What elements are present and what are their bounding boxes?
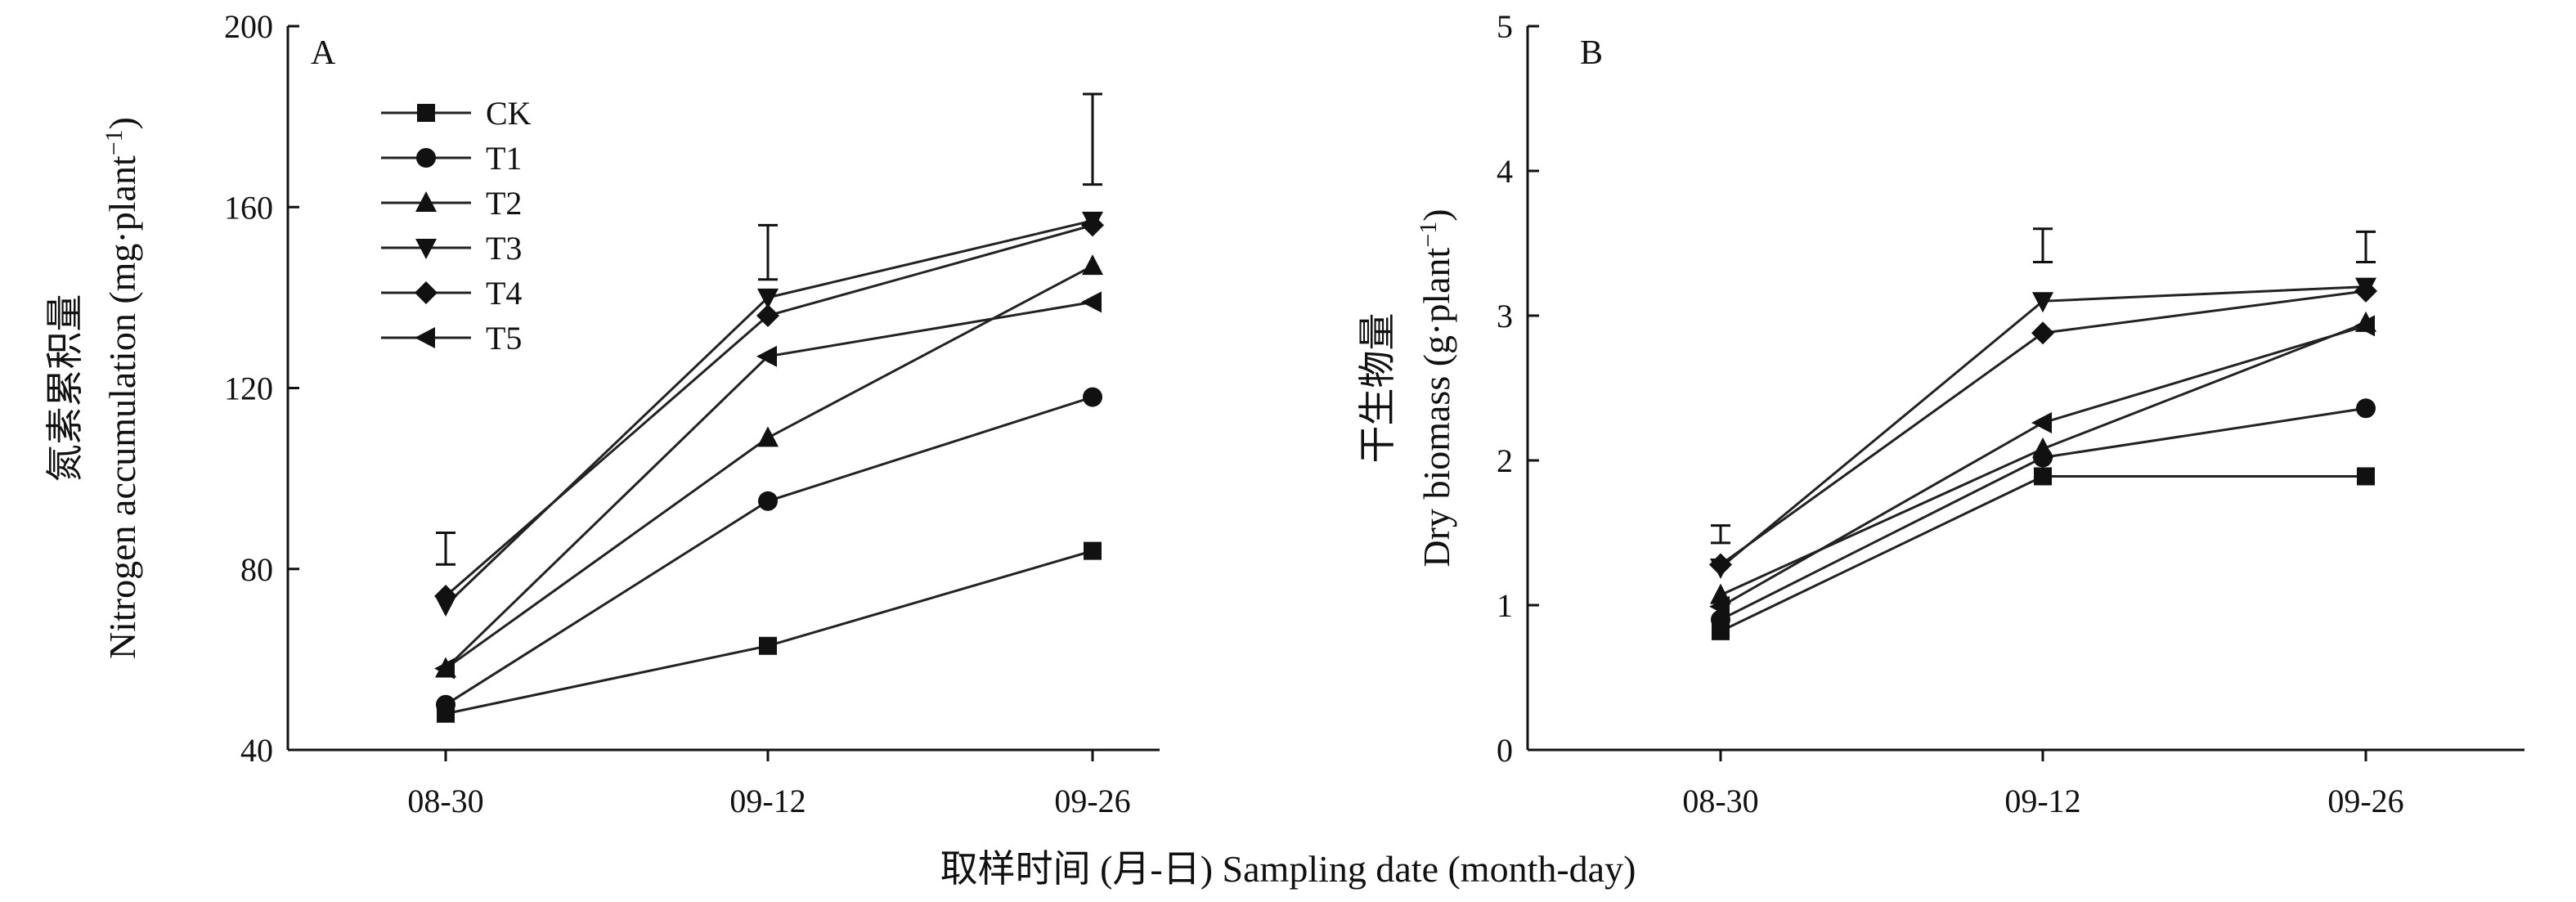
y-axis-label-en: Dry biomass (g·plant−1) (1415, 209, 1457, 567)
legend-label: T1 (486, 140, 522, 177)
y-tick-label: 120 (224, 370, 273, 407)
x-tick-label: 09-12 (2004, 783, 2080, 819)
y-tick-label: 3 (1497, 298, 1513, 334)
marker-t2-2 (1082, 254, 1103, 276)
y-tick-label: 1 (1497, 587, 1513, 624)
y-tick-label: 0 (1497, 732, 1513, 769)
marker-t1-2 (2356, 398, 2376, 419)
x-tick-label: 09-26 (1054, 783, 1130, 819)
legend: CK T1 T2 T3 T4 T5 (381, 95, 532, 357)
error-bar-08-30 (1711, 524, 1730, 545)
panel-b: 0 1 2 3 4 5 08-30 09-12 09-26 B 干生物量 Dry biomass (g… (1357, 8, 2524, 819)
series-ck (437, 541, 1102, 723)
error-bar-09-26 (1083, 92, 1102, 186)
series-t2 (1710, 311, 2376, 604)
marker-t4-0 (434, 584, 457, 608)
y-tick-label: 2 (1497, 442, 1513, 479)
x-tick-label: 09-26 (2327, 783, 2403, 819)
x-tick-label: 08-30 (1682, 783, 1758, 819)
series-t4 (1709, 279, 2377, 577)
marker-t5-2 (1081, 291, 1102, 313)
y-tick-label: 5 (1497, 8, 1513, 45)
marker-t5-1 (2031, 411, 2052, 433)
marker-t4-2 (2354, 279, 2377, 303)
marker-t1-2 (1083, 387, 1102, 407)
marker-ck-1 (2034, 467, 2052, 486)
marker-legend-ck-0 (417, 104, 435, 122)
series-line-t2 (445, 264, 1093, 670)
marker-t2-1 (2032, 437, 2053, 458)
marker-legend-t2-0 (415, 191, 437, 212)
marker-t2-1 (757, 426, 779, 447)
series-t5 (1709, 315, 2375, 617)
legend-label: T4 (486, 275, 522, 312)
marker-legend-t5-0 (415, 327, 435, 348)
error-bar-09-26 (2356, 230, 2376, 264)
legend-label: CK (486, 95, 532, 132)
panel-label: A (311, 34, 336, 72)
panel-label: B (1580, 34, 1603, 72)
legend-item-t4: T4 (381, 275, 522, 312)
marker-t5-0 (1709, 595, 1730, 617)
y-tick-label: 80 (240, 551, 273, 588)
marker-t5-2 (2354, 315, 2375, 337)
marker-ck-2 (1084, 541, 1102, 560)
marker-t4-2 (1081, 213, 1104, 237)
series-line-ck (1720, 474, 2366, 633)
marker-legend-t1-0 (416, 148, 436, 168)
legend-label: T3 (486, 230, 522, 267)
panel-a: 40 80 120 160 200 08-30 09-12 09-26 A 氮素累积量 Nitrog… (44, 8, 1160, 819)
error-bar-09-12 (2033, 227, 2053, 264)
marker-t5-0 (434, 657, 455, 680)
shared-x-axis-label: 取样时间 (月-日) Sampling date (month-day) (940, 848, 1636, 890)
legend-item-t3: T3 (381, 230, 522, 267)
legend-label: T2 (486, 185, 522, 222)
y-tick-label: 4 (1497, 153, 1513, 190)
series-t4 (434, 213, 1104, 608)
error-bar-08-30 (436, 532, 456, 566)
marker-ck-1 (759, 636, 777, 655)
legend-item-t5: T5 (381, 320, 522, 357)
y-tick-label: 40 (240, 732, 273, 769)
marker-t4-1 (756, 304, 779, 327)
series-t1 (436, 387, 1102, 715)
marker-t5-1 (756, 345, 777, 367)
y-tick-label: 160 (224, 189, 273, 226)
series-line-t4 (445, 223, 1093, 598)
marker-t3-1 (2032, 292, 2053, 313)
marker-t4-1 (2031, 321, 2054, 345)
marker-legend-t3-0 (415, 239, 437, 259)
y-axis-label-en: Nitrogen accumulation (mg·plant−1) (101, 117, 143, 659)
series-t1 (1711, 398, 2376, 630)
x-tick-label: 09-12 (729, 783, 806, 819)
series-t5 (434, 291, 1102, 680)
marker-t1-1 (758, 491, 778, 511)
x-tick-label: 08-30 (407, 783, 483, 819)
y-axis-label-zh: 干生物量 (1357, 313, 1398, 464)
y-axis-label-zh: 氮素累积量 (44, 294, 86, 482)
y-tick-label: 200 (224, 8, 273, 45)
legend-item-t2: T2 (381, 185, 522, 222)
marker-t3-1 (757, 288, 779, 309)
legend-item-ck: CK (381, 95, 532, 132)
marker-legend-t4-0 (415, 281, 438, 304)
marker-t4-0 (1709, 553, 1732, 577)
error-bar-09-12 (758, 223, 778, 281)
legend-label: T5 (486, 320, 522, 357)
legend-item-t1: T1 (381, 140, 522, 177)
marker-t1-0 (436, 694, 456, 715)
marker-ck-2 (2357, 467, 2375, 486)
